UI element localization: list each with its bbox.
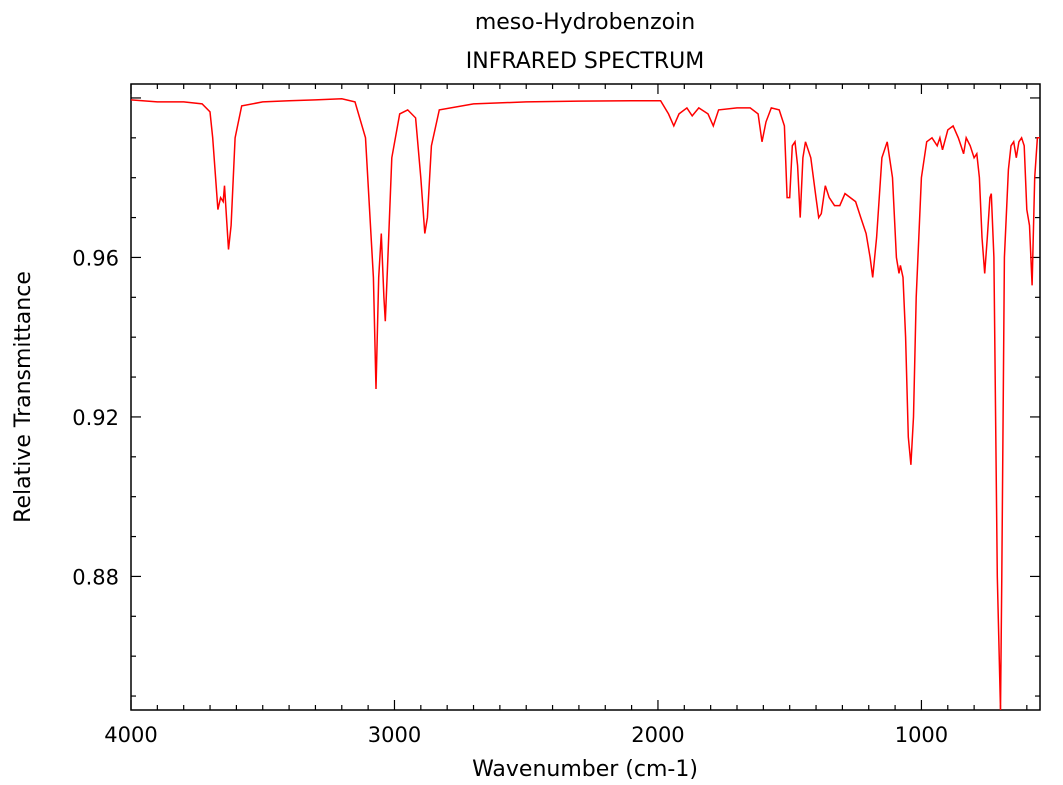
x-tick-label: 4000	[104, 723, 157, 747]
x-axis: 4000 3000 2000 1000	[104, 84, 1028, 747]
chart-subtitle: INFRARED SPECTRUM	[466, 49, 704, 74]
x-tick-label: 3000	[368, 723, 421, 747]
y-tick-label: 0.88	[72, 565, 119, 589]
x-tick-label: 2000	[631, 723, 684, 747]
plot-area-frame	[130, 83, 1041, 711]
spectrum-line	[131, 98, 1040, 710]
y-axis: 0.96 0.92 0.88	[72, 97, 1040, 697]
chart-title: meso-Hydrobenzoin	[475, 10, 695, 35]
y-tick-label: 0.92	[72, 406, 119, 430]
x-tick-label: 1000	[895, 723, 948, 747]
y-tick-label: 0.96	[72, 246, 119, 270]
y-axis-label: Relative Transmittance	[11, 271, 36, 523]
x-axis-label: Wavenumber (cm-1)	[472, 757, 698, 782]
